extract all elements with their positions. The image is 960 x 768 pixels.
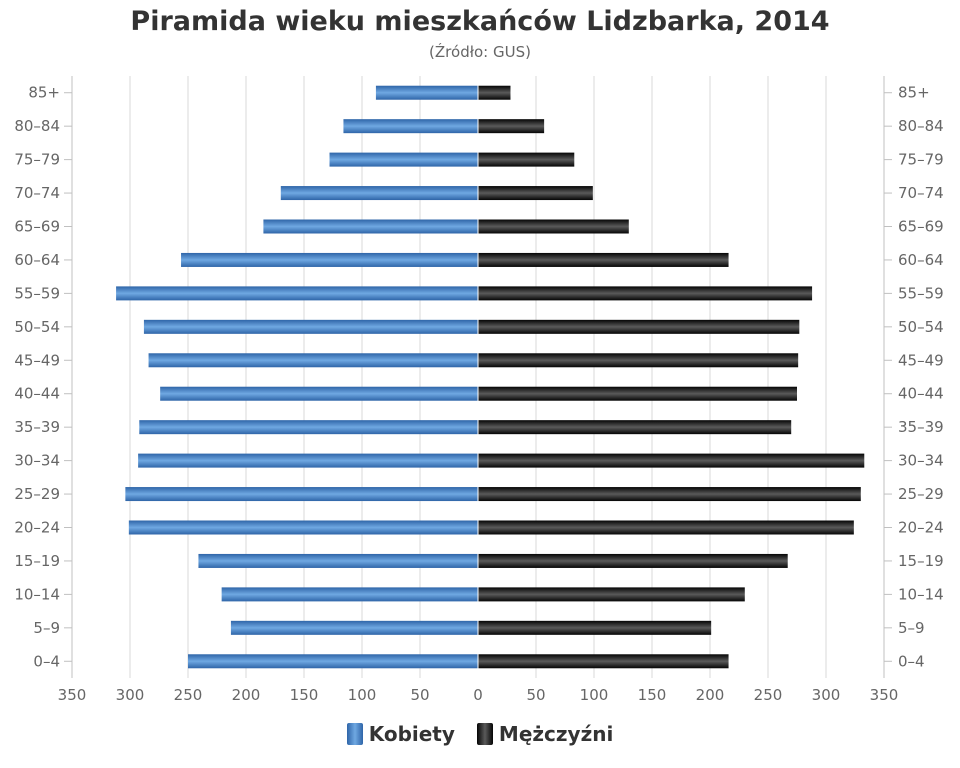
y-tick-label-right: 70–74	[898, 184, 944, 202]
y-tick-label-right: 15–19	[898, 552, 944, 570]
y-tick-label-left: 15–19	[14, 552, 60, 570]
y-tick-label-right: 25–29	[898, 485, 944, 503]
bar-male[interactable]	[478, 420, 792, 435]
bar-female[interactable]	[221, 587, 478, 602]
bar-female[interactable]	[188, 654, 478, 669]
x-tick-label: 200	[696, 686, 725, 704]
x-tick-label: 200	[232, 686, 261, 704]
bar-female[interactable]	[343, 119, 478, 134]
legend-swatch-female	[346, 723, 363, 745]
y-tick-label-left: 5–9	[33, 619, 60, 637]
bar-male[interactable]	[478, 119, 545, 134]
bar-male[interactable]	[478, 152, 575, 167]
y-tick-label-right: 80–84	[898, 117, 944, 135]
bar-female[interactable]	[263, 219, 478, 234]
y-tick-label-left: 60–64	[14, 251, 60, 269]
y-tick-label-left: 10–14	[14, 585, 60, 603]
y-tick-label-right: 55–59	[898, 284, 944, 302]
y-tick-label-left: 45–49	[14, 351, 60, 369]
legend-item-male[interactable]: Mężczyźni	[476, 722, 614, 746]
y-tick-label-right: 75–79	[898, 151, 944, 169]
bar-male[interactable]	[478, 620, 712, 635]
bar-male[interactable]	[478, 520, 854, 535]
chart-subtitle: (Źródło: GUS)	[429, 43, 531, 61]
bar-male[interactable]	[478, 453, 865, 468]
x-tick-label: 150	[290, 686, 319, 704]
bar-male[interactable]	[478, 319, 800, 334]
bar-female[interactable]	[198, 553, 478, 568]
bar-male[interactable]	[478, 219, 629, 234]
bar-female[interactable]	[280, 186, 478, 201]
bar-male[interactable]	[478, 286, 813, 301]
bar-male[interactable]	[478, 487, 861, 502]
chart-plot: 350 300 250 200 150 100 50 0 50 100 150 200 250 300 35…	[14, 76, 944, 704]
y-tick-label-left: 40–44	[14, 385, 60, 403]
bar-male[interactable]	[478, 386, 797, 401]
y-tick-label-right: 85+	[898, 84, 930, 102]
y-tick-label-left: 80–84	[14, 117, 60, 135]
y-tick-label-left: 0–4	[33, 652, 60, 670]
x-tick-label: 350	[58, 686, 87, 704]
y-tick-label-right: 40–44	[898, 385, 944, 403]
y-tick-label-right: 5–9	[898, 619, 925, 637]
x-tick-label: 150	[638, 686, 667, 704]
bar-female[interactable]	[125, 487, 479, 502]
bar-female[interactable]	[128, 520, 478, 535]
legend-swatch-male	[476, 723, 493, 745]
y-tick-label-right: 10–14	[898, 585, 944, 603]
x-tick-label: 100	[348, 686, 377, 704]
bar-male[interactable]	[478, 186, 593, 201]
bar-female[interactable]	[181, 252, 479, 267]
bar-female[interactable]	[375, 85, 478, 100]
bar-female[interactable]	[143, 319, 479, 334]
x-tick-label: 300	[116, 686, 145, 704]
bar-female[interactable]	[160, 386, 478, 401]
x-tick-label: 250	[754, 686, 783, 704]
y-tick-label-right: 20–24	[898, 519, 944, 537]
y-tick-label-left: 65–69	[14, 218, 60, 236]
y-tick-label-left: 85+	[28, 84, 60, 102]
chart-title: Piramida wieku mieszkańców Lidzbarka, 20…	[130, 6, 830, 37]
bar-male[interactable]	[478, 587, 745, 602]
bar-female[interactable]	[138, 453, 478, 468]
y-tick-label-right: 35–39	[898, 418, 944, 436]
bar-male[interactable]	[478, 553, 788, 568]
bar-female[interactable]	[230, 620, 478, 635]
y-tick-label-right: 60–64	[898, 251, 944, 269]
bar-female[interactable]	[329, 152, 478, 167]
bar-male[interactable]	[478, 85, 511, 100]
y-tick-label-left: 70–74	[14, 184, 60, 202]
y-tick-label-right: 50–54	[898, 318, 944, 336]
x-tick-label: 350	[870, 686, 899, 704]
legend-item-female[interactable]: Kobiety	[346, 722, 455, 746]
bar-male[interactable]	[478, 353, 799, 368]
y-tick-label-left: 25–29	[14, 485, 60, 503]
legend-label-female: Kobiety	[368, 722, 455, 746]
y-tick-label-right: 30–34	[898, 452, 944, 470]
bar-male[interactable]	[478, 252, 729, 267]
x-tick-label: 100	[580, 686, 609, 704]
x-tick-label: 0	[473, 686, 483, 704]
x-tick-label: 50	[526, 686, 545, 704]
bar-female[interactable]	[116, 286, 478, 301]
legend: Kobiety Mężczyźni	[0, 722, 960, 746]
y-tick-label-right: 0–4	[898, 652, 925, 670]
y-tick-label-right: 65–69	[898, 218, 944, 236]
x-tick-label: 250	[174, 686, 203, 704]
x-tick-label: 50	[410, 686, 429, 704]
legend-label-male: Mężczyźni	[498, 722, 614, 746]
bar-male[interactable]	[478, 654, 729, 669]
y-tick-label-left: 20–24	[14, 519, 60, 537]
bar-female[interactable]	[148, 353, 478, 368]
y-tick-label-left: 35–39	[14, 418, 60, 436]
y-tick-label-right: 45–49	[898, 351, 944, 369]
bar-female[interactable]	[139, 420, 478, 435]
y-tick-label-left: 55–59	[14, 284, 60, 302]
y-tick-label-left: 30–34	[14, 452, 60, 470]
y-tick-label-left: 75–79	[14, 151, 60, 169]
x-tick-label: 300	[812, 686, 841, 704]
y-tick-label-left: 50–54	[14, 318, 60, 336]
